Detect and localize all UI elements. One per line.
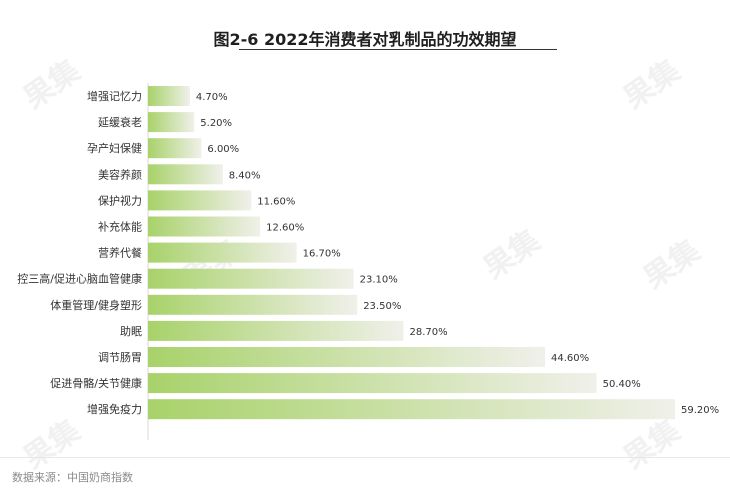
value-label: 12.60% <box>266 223 304 234</box>
bar <box>148 86 190 106</box>
value-label: 5.20% <box>200 118 232 129</box>
bar <box>148 242 297 263</box>
value-label: 16.70% <box>303 249 341 260</box>
category-label: 促进骨骼/关节健康 <box>50 376 142 390</box>
category-label: 延缓衰老 <box>98 115 142 129</box>
value-label: 11.60% <box>257 196 295 207</box>
category-label: 增强记忆力 <box>87 89 142 103</box>
chart-title: 图2-6 2022年消费者对乳制品的功效期望 <box>213 30 517 49</box>
data-source: 数据来源：中国奶商指数 <box>12 471 133 484</box>
category-label: 控三高/促进心脑血管健康 <box>17 272 142 286</box>
value-label: 4.70% <box>196 92 228 103</box>
bar <box>148 268 354 289</box>
bar <box>148 399 675 420</box>
category-label: 体重管理/健身塑形 <box>50 298 142 312</box>
category-label: 美容养颜 <box>98 167 142 181</box>
value-label: 23.50% <box>363 301 401 312</box>
bar-chart: 增强记忆力 4.70% 延缓衰老 5.20% 孕产妇保健 6.00% 美容养颜 8.40% 保护… <box>17 83 719 440</box>
value-label: 59.20% <box>681 405 719 416</box>
value-label: 23.10% <box>360 275 398 286</box>
bar <box>148 216 261 237</box>
bar <box>148 294 358 315</box>
footer-divider <box>0 457 730 458</box>
category-label: 补充体能 <box>98 220 142 234</box>
bar <box>148 373 597 394</box>
bar <box>148 164 223 185</box>
bar <box>148 320 404 341</box>
value-label: 28.70% <box>409 327 447 338</box>
category-label: 保护视力 <box>98 193 142 207</box>
category-label: 调节肠胃 <box>98 351 142 364</box>
category-label: 增强免疫力 <box>87 402 142 416</box>
value-label: 6.00% <box>207 144 239 155</box>
category-label: 营养代餐 <box>98 246 142 260</box>
bar <box>148 347 546 367</box>
title-underline <box>239 49 557 50</box>
category-label: 助眠 <box>120 324 142 338</box>
bar <box>148 190 252 211</box>
value-label: 50.40% <box>603 379 641 390</box>
bar <box>148 138 202 159</box>
bar <box>148 112 195 133</box>
value-label: 8.40% <box>229 170 261 181</box>
value-label: 44.60% <box>551 353 589 364</box>
category-label: 孕产妇保健 <box>87 141 142 155</box>
